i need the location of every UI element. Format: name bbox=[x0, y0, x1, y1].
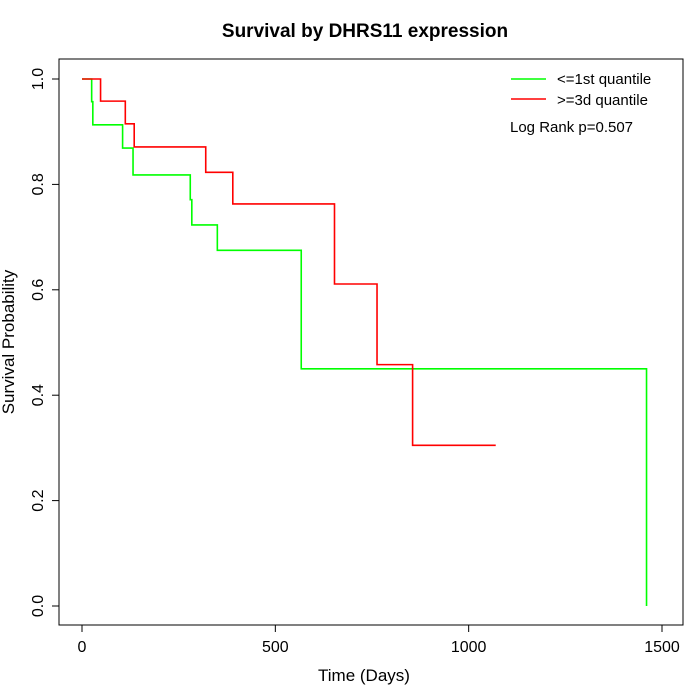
x-tick-label: 1000 bbox=[451, 639, 487, 656]
x-tick-label: 1500 bbox=[644, 639, 680, 656]
y-axis: 0.0 0.2 0.4 0.6 0.8 1.0 bbox=[30, 68, 60, 617]
log-rank-annotation: Log Rank p=0.507 bbox=[510, 119, 633, 136]
x-axis: 0 500 1000 1500 bbox=[78, 624, 680, 656]
survival-curves bbox=[82, 78, 648, 606]
x-tick-label: 500 bbox=[262, 639, 289, 656]
y-tick-label: 0.0 bbox=[30, 595, 47, 617]
chart-title: Survival by DHRS11 expression bbox=[222, 21, 508, 42]
y-tick-label: 0.4 bbox=[30, 384, 47, 406]
x-tick-label: 0 bbox=[78, 639, 87, 656]
y-tick-label: 1.0 bbox=[30, 68, 47, 90]
y-tick-label: 0.6 bbox=[30, 279, 47, 301]
curve-high-quantile bbox=[82, 78, 496, 447]
legend: <=1st quantile >=3d quantile Log Rank p=… bbox=[510, 71, 651, 136]
curve-low-quantile bbox=[82, 78, 648, 606]
plot-frame bbox=[58, 58, 684, 626]
legend-label-low: <=1st quantile bbox=[557, 71, 651, 88]
y-tick-label: 0.2 bbox=[30, 489, 47, 511]
y-tick-label: 0.8 bbox=[30, 173, 47, 195]
x-axis-label: Time (Days) bbox=[318, 666, 410, 685]
y-axis-label: Survival Probability bbox=[0, 269, 18, 414]
legend-label-high: >=3d quantile bbox=[557, 92, 648, 109]
